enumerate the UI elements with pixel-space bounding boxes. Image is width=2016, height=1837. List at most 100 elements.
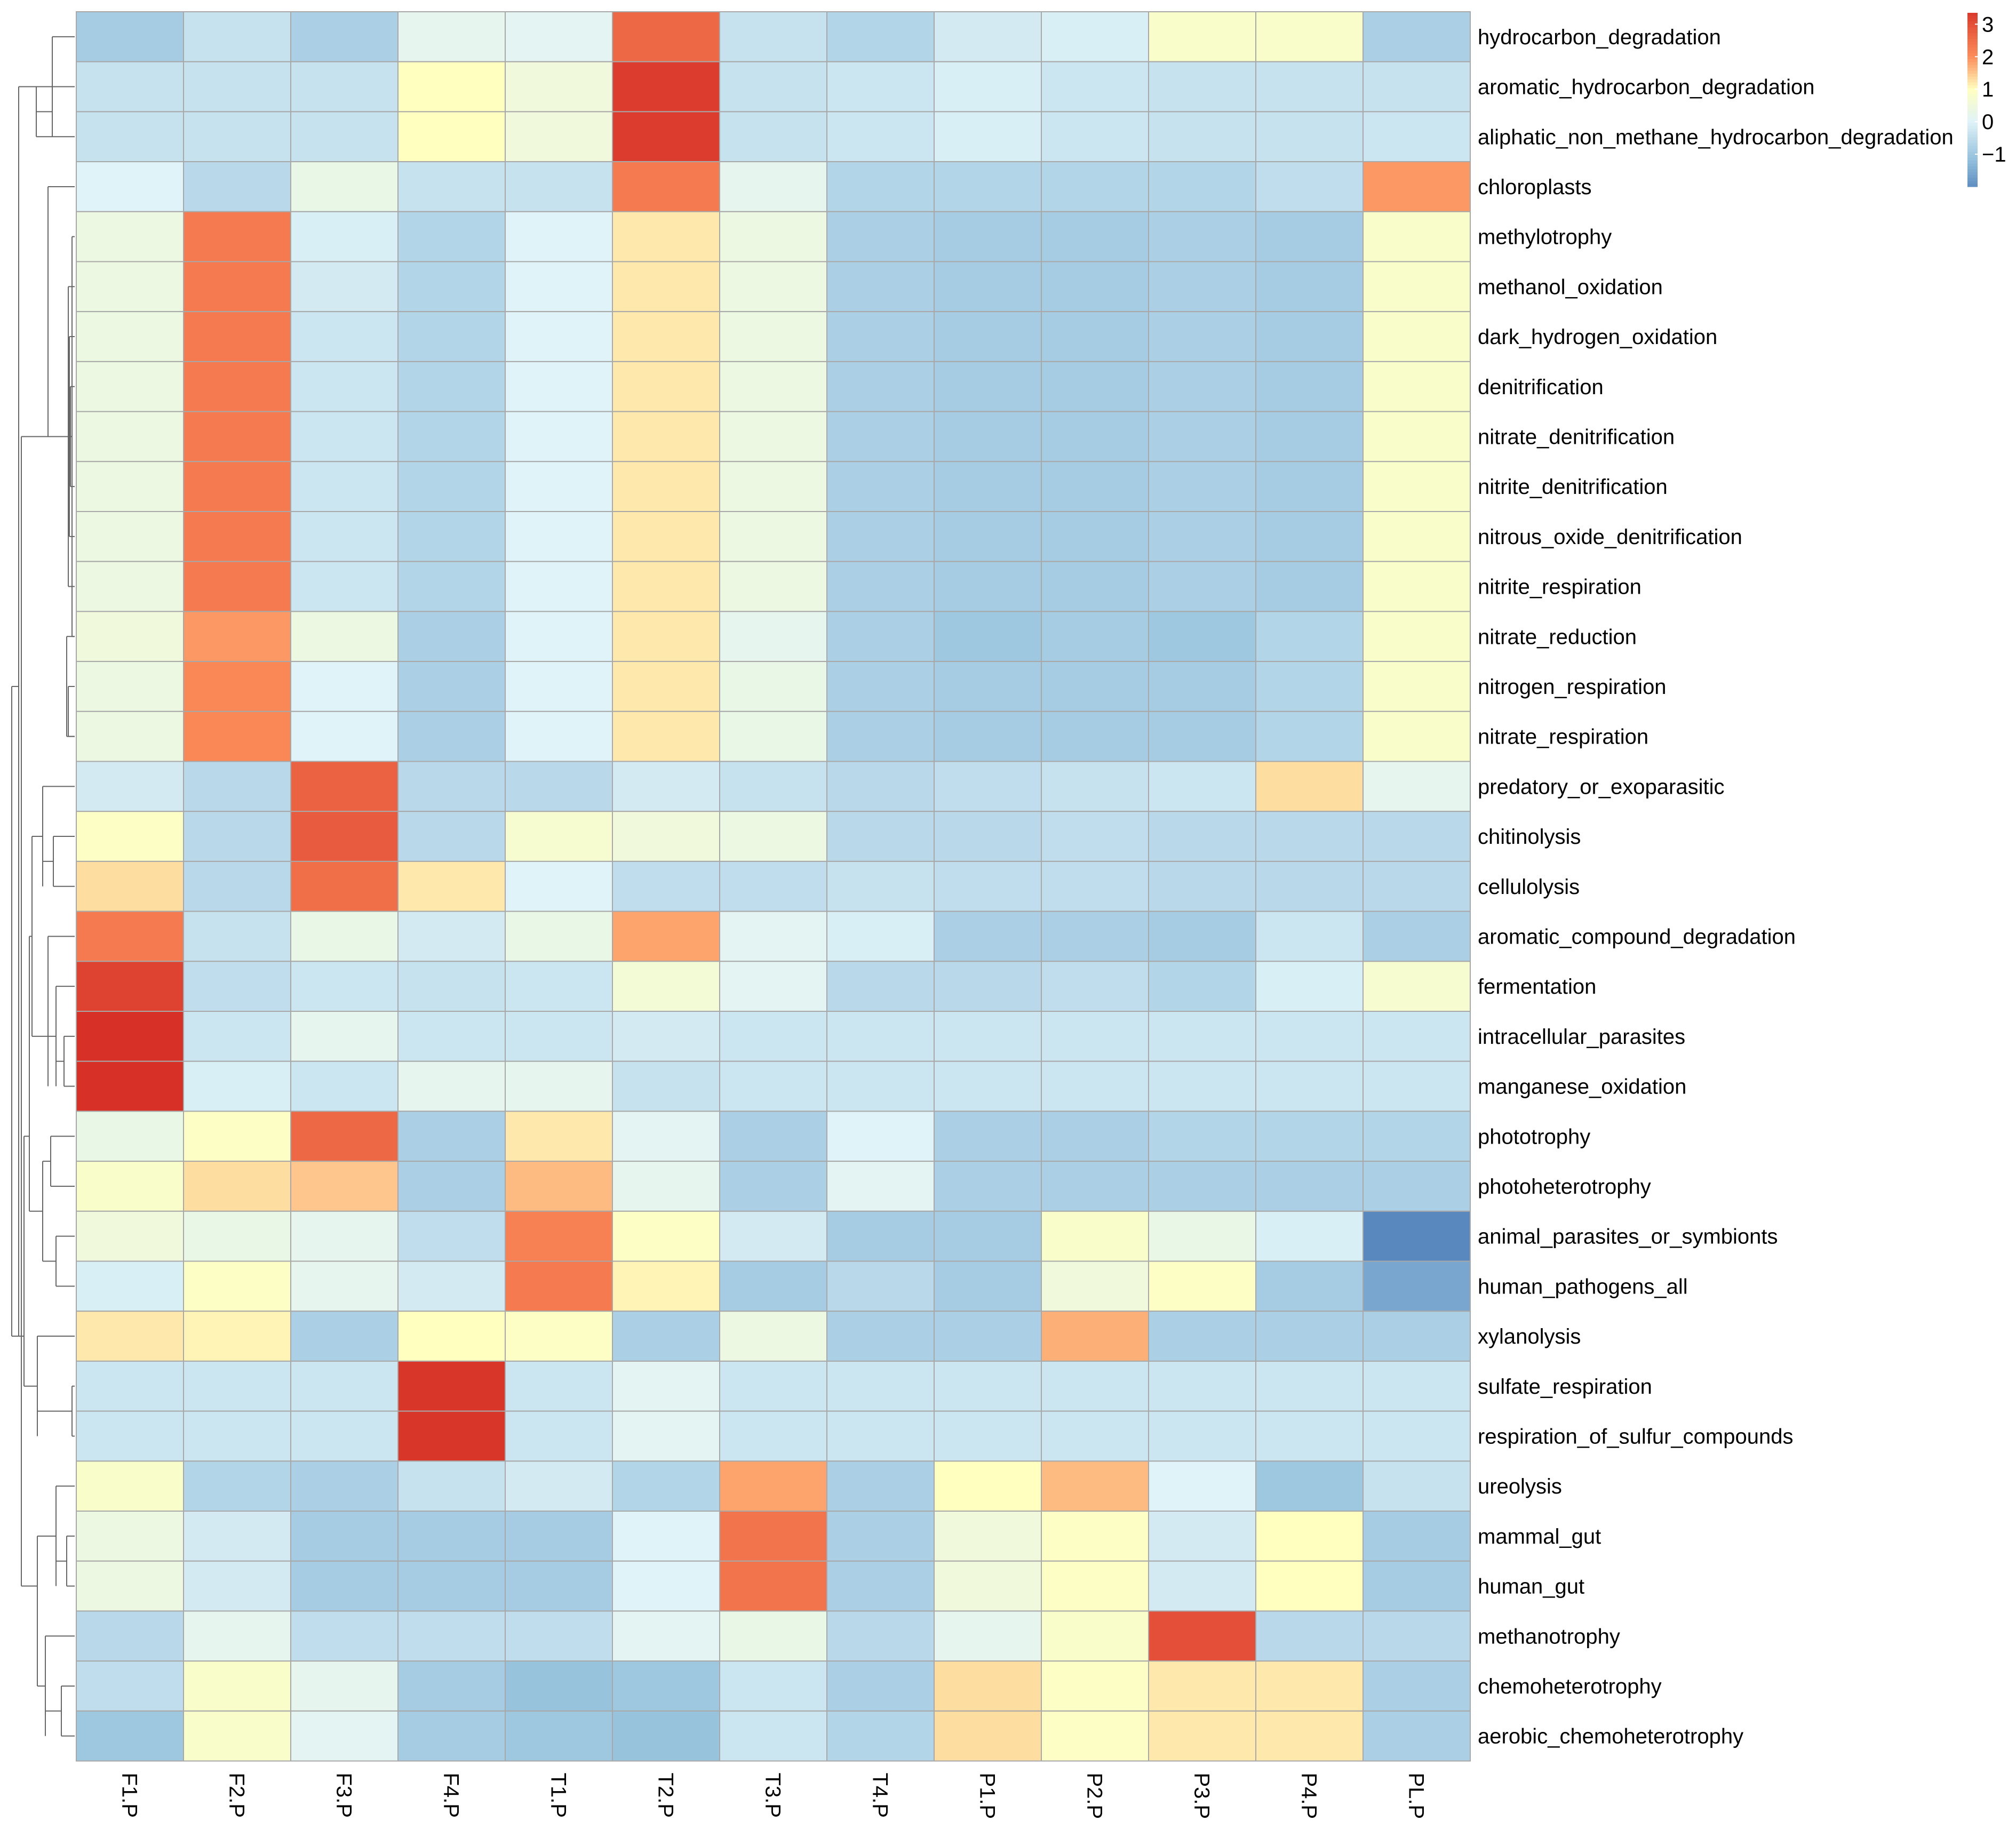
row-label: fermentation <box>1478 975 1596 999</box>
heatmap-cell <box>719 1360 827 1412</box>
heatmap-cell <box>934 111 1042 163</box>
heatmap-cell <box>612 261 720 313</box>
heatmap-cell <box>934 1410 1042 1462</box>
heatmap-cell <box>826 1260 935 1312</box>
column-label: F3.P <box>332 1773 356 1818</box>
heatmap-cell <box>934 1060 1042 1112</box>
heatmap-cell <box>612 1161 720 1212</box>
heatmap-cell <box>505 1210 613 1262</box>
heatmap-cell <box>934 411 1042 462</box>
legend-tick-label: 2 <box>1982 45 1994 69</box>
row-label: cellulolysis <box>1478 875 1580 899</box>
heatmap-cell <box>1362 1710 1471 1762</box>
heatmap-cell <box>612 1511 720 1562</box>
heatmap-cell <box>1255 1161 1364 1212</box>
heatmap-cell <box>1148 211 1256 262</box>
heatmap-cell <box>183 1710 291 1762</box>
heatmap-cells <box>76 11 1471 1762</box>
heatmap-cell <box>1255 611 1364 662</box>
heatmap-cell <box>1148 1111 1256 1162</box>
heatmap-cell <box>290 1311 399 1362</box>
heatmap-cell <box>1362 161 1471 212</box>
heatmap-cell <box>1148 1410 1256 1462</box>
heatmap-cell <box>826 1210 935 1262</box>
heatmap-cell <box>1255 1511 1364 1562</box>
heatmap-cell <box>505 910 613 962</box>
heatmap-cell <box>76 561 184 612</box>
heatmap-cell <box>290 311 399 362</box>
heatmap-cell <box>505 1410 613 1462</box>
heatmap-cell <box>826 1111 935 1162</box>
heatmap-cell <box>397 1311 506 1362</box>
heatmap-cell <box>183 111 291 163</box>
heatmap-cell <box>1362 361 1471 412</box>
heatmap-cell <box>183 1210 291 1262</box>
heatmap-cell <box>1362 860 1471 912</box>
heatmap-cell <box>1362 1011 1471 1062</box>
heatmap-cell <box>1041 61 1149 113</box>
heatmap-cell <box>397 161 506 212</box>
heatmap-cell <box>505 1560 613 1612</box>
heatmap-cell <box>1362 11 1471 62</box>
legend-gradient-step <box>1967 15 1978 19</box>
heatmap-cell <box>183 511 291 562</box>
heatmap-cell <box>76 961 184 1012</box>
heatmap-cell <box>505 1710 613 1762</box>
heatmap-cell <box>1041 811 1149 862</box>
heatmap-cell <box>505 161 613 212</box>
heatmap-cell <box>826 1560 935 1612</box>
heatmap-cell <box>1148 1710 1256 1762</box>
heatmap-cell <box>1148 961 1256 1012</box>
heatmap-cell <box>183 661 291 712</box>
heatmap-cell <box>612 11 720 62</box>
heatmap-cell <box>826 1511 935 1562</box>
heatmap-cell <box>826 1410 935 1462</box>
heatmap-cell <box>1255 511 1364 562</box>
legend-gradient-step <box>1967 181 1978 185</box>
legend-gradient-step <box>1967 13 1978 17</box>
heatmap-cell <box>826 1460 935 1512</box>
heatmap-cell <box>290 1111 399 1162</box>
heatmap-cell <box>397 461 506 512</box>
legend-gradient-step <box>1967 88 1978 92</box>
heatmap-cell <box>826 211 935 262</box>
heatmap-cell <box>76 461 184 512</box>
heatmap-cell <box>505 361 613 412</box>
heatmap-cell <box>397 1660 506 1712</box>
heatmap-cell <box>397 61 506 113</box>
heatmap-cell <box>1362 1060 1471 1112</box>
heatmap-cell <box>1041 311 1149 362</box>
heatmap-cell <box>290 710 399 762</box>
heatmap-cell <box>76 1560 184 1612</box>
heatmap-cell <box>1362 461 1471 512</box>
heatmap-cell <box>1255 710 1364 762</box>
heatmap-cell <box>1148 1060 1256 1112</box>
heatmap-cell <box>719 461 827 512</box>
heatmap-cell <box>1041 710 1149 762</box>
heatmap-cell <box>1255 411 1364 462</box>
heatmap-cell <box>1255 1560 1364 1612</box>
row-label: intracellular_parasites <box>1478 1025 1685 1049</box>
heatmap-cell <box>826 1360 935 1412</box>
heatmap-cell <box>290 511 399 562</box>
heatmap-cell <box>183 1410 291 1462</box>
heatmap-cell <box>76 860 184 912</box>
heatmap-cell <box>612 811 720 862</box>
column-label: T4.P <box>868 1773 892 1818</box>
legend-gradient-step <box>1967 68 1978 71</box>
heatmap-cell <box>76 1111 184 1162</box>
heatmap-cell <box>76 1011 184 1062</box>
heatmap-cell <box>290 261 399 313</box>
heatmap-cell <box>1041 361 1149 412</box>
heatmap-cell <box>290 1260 399 1312</box>
legend-gradient-step <box>1967 183 1978 187</box>
legend-gradient-step <box>1967 157 1978 161</box>
heatmap-cell <box>1041 111 1149 163</box>
heatmap-cell <box>719 1161 827 1212</box>
heatmap-cell <box>934 11 1042 62</box>
heatmap-cell <box>612 1011 720 1062</box>
heatmap-cell <box>290 111 399 163</box>
heatmap-cell <box>1255 661 1364 712</box>
row-label: denitrification <box>1478 376 1604 399</box>
